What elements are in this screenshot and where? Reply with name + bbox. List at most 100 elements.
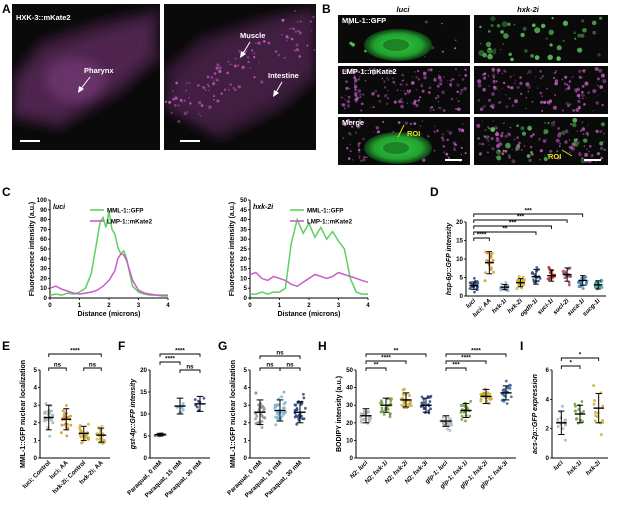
punctum xyxy=(174,96,178,100)
punctum xyxy=(454,67,458,71)
punctum xyxy=(482,120,483,122)
y-tick-label: 25 xyxy=(240,246,247,253)
punctum xyxy=(255,42,257,44)
punctum xyxy=(451,78,454,81)
data-point xyxy=(556,425,560,428)
punctum xyxy=(580,33,585,38)
worm-tissue xyxy=(170,16,310,128)
data-point xyxy=(369,416,373,420)
data-point xyxy=(447,416,451,420)
data-point xyxy=(368,419,372,423)
data-point xyxy=(449,422,453,426)
punctum xyxy=(216,99,220,103)
data-point xyxy=(516,279,520,283)
data-point xyxy=(561,427,565,430)
y-tick-label: 10 xyxy=(456,256,463,263)
punctum xyxy=(229,63,232,66)
punctum xyxy=(530,54,534,58)
data-point xyxy=(193,398,197,401)
chart-title: luci xyxy=(53,204,66,211)
data-point xyxy=(362,409,366,413)
punctum xyxy=(501,131,504,135)
punctum xyxy=(313,49,316,51)
y-axis-label: MML-1::GFP nuclear localization xyxy=(20,360,27,468)
data-point xyxy=(276,403,279,407)
data-point xyxy=(489,398,492,401)
punctum xyxy=(573,138,578,143)
data-point xyxy=(594,414,598,418)
punctum xyxy=(281,18,285,22)
punctum xyxy=(594,67,599,71)
punctum xyxy=(578,69,582,73)
punctum xyxy=(438,71,440,73)
punctum xyxy=(477,79,482,84)
punctum xyxy=(563,82,567,86)
punctum xyxy=(358,93,362,96)
punctum xyxy=(419,125,422,128)
punctum xyxy=(237,85,241,89)
data-point xyxy=(509,384,512,387)
punctum xyxy=(428,86,432,90)
significance-label: ** xyxy=(374,362,379,369)
y-tick-label: 5 xyxy=(244,285,248,292)
punctum xyxy=(409,122,413,126)
significance-label: ns xyxy=(186,364,194,371)
y-tick-label: 3 xyxy=(34,402,38,409)
data-point xyxy=(592,402,596,406)
punctum xyxy=(345,95,347,97)
punctum xyxy=(592,109,595,112)
punctum xyxy=(483,135,486,138)
punctum xyxy=(436,84,440,88)
data-point xyxy=(63,423,67,427)
significance-bracket xyxy=(445,360,487,364)
punctum xyxy=(540,77,542,80)
data-point xyxy=(581,287,585,290)
data-point xyxy=(563,419,567,422)
data-point xyxy=(461,404,465,407)
punctum xyxy=(568,85,571,88)
punctum xyxy=(401,73,405,77)
significance-bracket xyxy=(560,357,600,361)
punctum xyxy=(177,104,180,107)
roi-label-hxk: ROI xyxy=(548,152,561,161)
punctum xyxy=(350,68,355,72)
row-label-merge: Merge xyxy=(342,118,364,127)
data-point xyxy=(408,394,411,397)
punctum xyxy=(385,102,389,106)
data-point xyxy=(100,425,104,428)
x-tick-label: hxk-1i xyxy=(566,459,584,477)
punctum xyxy=(393,100,397,104)
data-point xyxy=(302,392,305,396)
significance-bracket xyxy=(83,367,102,371)
punctum xyxy=(358,119,361,122)
punctum xyxy=(453,148,456,151)
punctum xyxy=(584,81,589,86)
pharynx-arrowhead xyxy=(78,86,84,93)
data-point xyxy=(80,430,83,434)
punctum xyxy=(567,104,570,108)
punctum xyxy=(422,158,426,162)
x-tick-label: hxk-2i xyxy=(584,459,602,477)
data-point xyxy=(464,419,467,423)
punctum xyxy=(539,159,541,161)
punctum xyxy=(501,72,504,75)
punctum xyxy=(581,19,585,23)
punctum xyxy=(482,104,486,108)
punctum xyxy=(540,149,543,153)
punctum xyxy=(417,70,420,73)
data-point xyxy=(484,250,488,254)
y-tick-label: 70 xyxy=(40,226,47,233)
series-line-1 xyxy=(49,252,168,296)
data-point xyxy=(408,402,412,405)
punctum xyxy=(581,127,586,131)
data-point xyxy=(63,412,67,415)
punctum xyxy=(581,157,584,160)
punctum xyxy=(461,78,465,81)
data-point xyxy=(448,429,452,432)
punctum xyxy=(354,97,358,102)
punctum xyxy=(548,29,554,35)
significance-label: **** xyxy=(165,356,175,363)
data-point xyxy=(254,391,258,395)
data-point xyxy=(580,400,584,403)
punctum xyxy=(530,151,533,154)
